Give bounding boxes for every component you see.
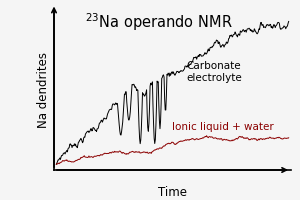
Text: Ionic liquid + water: Ionic liquid + water <box>172 122 274 132</box>
Text: $^{23}$Na operando NMR: $^{23}$Na operando NMR <box>85 12 232 33</box>
Text: Carbonate
electrolyte: Carbonate electrolyte <box>187 61 242 83</box>
Y-axis label: Na dendrites: Na dendrites <box>37 52 50 128</box>
Text: Time: Time <box>158 186 187 199</box>
